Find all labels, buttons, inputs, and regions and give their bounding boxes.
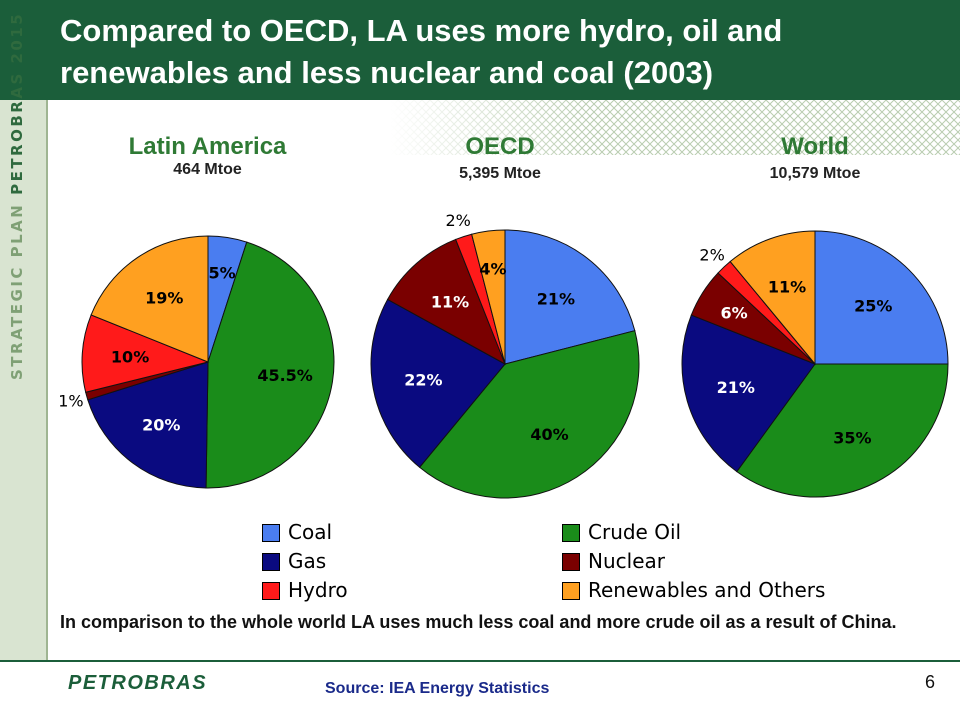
legend-swatch — [262, 582, 280, 600]
pie-slice-label: 19% — [145, 288, 183, 307]
pie-slice-label: 45.5% — [257, 366, 313, 385]
pie-total: 5,395 Mtoe — [459, 165, 541, 182]
legend-item: Crude Oil — [562, 520, 681, 544]
legend-label: Hydro — [288, 578, 348, 602]
pie-slice-renewables-and-others — [471, 229, 506, 365]
pie-slice-label: 6% — [721, 304, 748, 323]
legend-label: Coal — [288, 520, 333, 544]
pie-slice-coal — [504, 229, 636, 365]
side-band — [0, 0, 48, 660]
legend-label: Gas — [288, 549, 327, 573]
legend-item: Renewables and Others — [562, 578, 825, 602]
pie-slice-gas — [681, 314, 816, 473]
legend-swatch — [562, 553, 580, 571]
legend-item: Gas — [262, 549, 326, 573]
pie-slice-hydro — [81, 314, 210, 393]
chart-legend: Coal Crude Oil Gas Nuclear Hydro Renewables a… — [262, 520, 902, 610]
header-hatch-decoration — [390, 100, 960, 155]
pie-slice-label: 2% — [699, 245, 724, 264]
pie-title-latin-america: Latin America 464 Mtoe — [100, 133, 315, 179]
pie-slice-crude-oil — [418, 330, 640, 499]
pie-slice-renewables-and-others — [90, 235, 209, 363]
legend-item: Hydro — [262, 578, 348, 602]
side-band-top — [0, 0, 46, 100]
pie-slice-label: 40% — [530, 425, 568, 444]
pie-slice-crude-oil — [736, 363, 949, 498]
source-note: Source: IEA Energy Statistics — [325, 680, 550, 697]
pie-slice-label: 1% — [58, 391, 83, 410]
pie-0: 5% 45.5% 20% 1% 10% 19% — [58, 235, 335, 489]
legend-label: Crude Oil — [588, 520, 682, 544]
pie-charts: 5% 45.5% 20% 1% 10% 19% 21% 40% 22% 11% 2% 4% 25% 35%… — [58, 211, 949, 499]
legend-swatch — [562, 582, 580, 600]
pie-slice-label: 5% — [209, 263, 236, 282]
pie-name: World — [781, 133, 849, 160]
pie-slice-label: 21% — [717, 378, 755, 397]
pie-total: 10,579 Mtoe — [769, 165, 861, 182]
legend-swatch — [562, 524, 580, 542]
pie-2: 25% 35% 21% 6% 2% 11% — [681, 230, 949, 498]
pie-slice-label: 21% — [537, 289, 575, 308]
pie-slice-label: 10% — [111, 348, 149, 367]
pie-slice-label: 2% — [446, 211, 471, 230]
pie-slice-label: 22% — [404, 371, 442, 390]
pie-name: Latin America — [128, 133, 287, 160]
pie-title-oecd: OECD 5,395 Mtoe — [380, 133, 620, 183]
pie-slice-gas — [370, 298, 506, 468]
comparison-note: In comparison to the whole world LA uses… — [60, 612, 897, 632]
header-bar — [46, 0, 960, 100]
pie-name: OECD — [465, 133, 535, 160]
pie-slice-label: 11% — [431, 293, 469, 312]
footer-divider — [0, 660, 960, 662]
pie-title-world: World 10,579 Mtoe — [710, 133, 920, 183]
legend-label: Nuclear — [588, 549, 665, 573]
pie-slice-crude-oil — [205, 241, 335, 489]
pie-slice-label: 20% — [142, 416, 180, 435]
pie-slice-label: 35% — [833, 428, 871, 447]
page-number: 6 — [925, 672, 936, 692]
pie-slice-renewables-and-others — [729, 230, 816, 366]
legend-swatch — [262, 553, 280, 571]
pie-1: 21% 40% 22% 11% 2% 4% — [370, 211, 640, 499]
legend-label: Renewables and Others — [588, 578, 826, 602]
pie-slice-label: 25% — [854, 297, 892, 316]
pie-slice-label: 11% — [768, 277, 806, 296]
pie-total: 464 Mtoe — [173, 161, 242, 178]
pie-slice-label: 4% — [479, 259, 506, 278]
page-title: Compared to OECD, LA uses more hydro, oi… — [60, 13, 783, 90]
legend-item: Nuclear — [562, 549, 665, 573]
petrobras-logo: PETROBRAS — [68, 672, 208, 694]
pie-slice-gas — [87, 361, 209, 489]
legend-swatch — [262, 524, 280, 542]
pie-slice-coal — [814, 230, 949, 365]
pie-slice-nuclear — [386, 238, 506, 366]
legend-item: Coal — [262, 520, 332, 544]
